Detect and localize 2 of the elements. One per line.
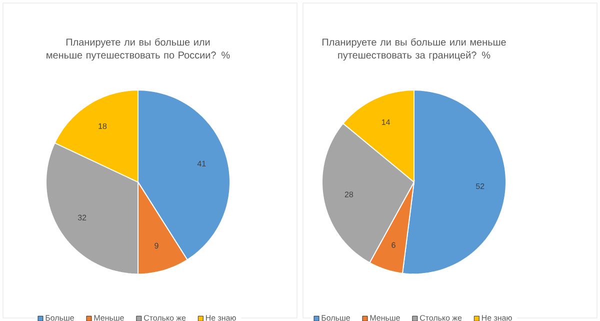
chart-title: Планируете ли вы больше или меньше путешествовать по России? % bbox=[46, 38, 230, 61]
chart-title: Планируете ли вы больше или меньше путешествовать за границей? % bbox=[322, 38, 506, 61]
